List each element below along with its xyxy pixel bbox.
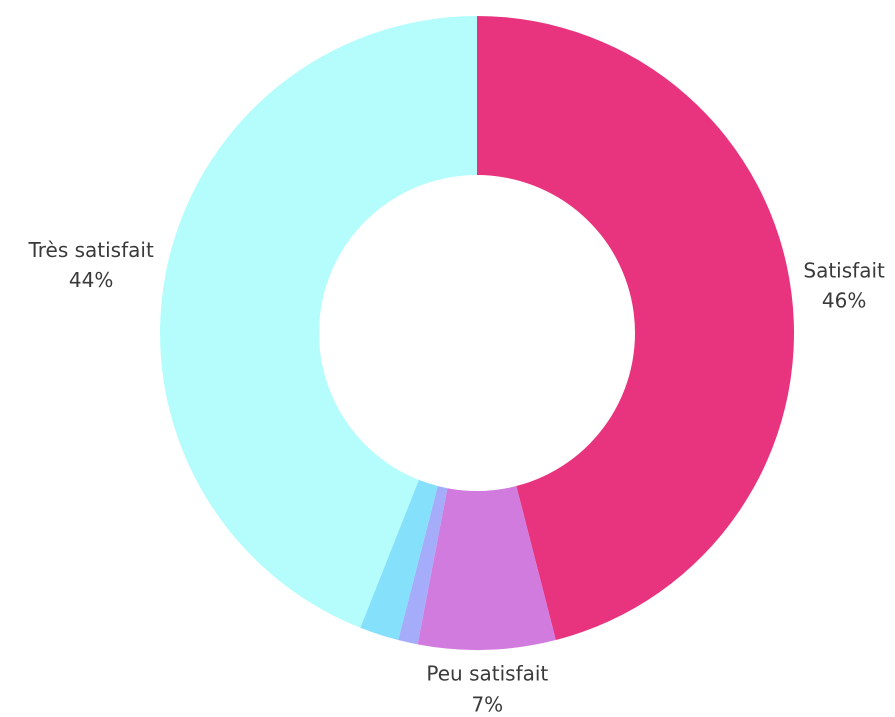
- donut-slice: [477, 16, 795, 641]
- slice-label: Très satisfait: [27, 238, 153, 262]
- slice-value-label: 7%: [471, 692, 503, 716]
- donut-slice: [360, 479, 438, 641]
- slice-label: Peu satisfait: [426, 661, 548, 685]
- slice-value-label: 46%: [822, 288, 866, 312]
- donut-slice: [398, 486, 448, 645]
- donut-slice: [417, 486, 556, 650]
- donut-slice: [159, 16, 477, 628]
- slice-label: Satisfait: [803, 258, 885, 282]
- slice-value-label: 44%: [69, 268, 113, 292]
